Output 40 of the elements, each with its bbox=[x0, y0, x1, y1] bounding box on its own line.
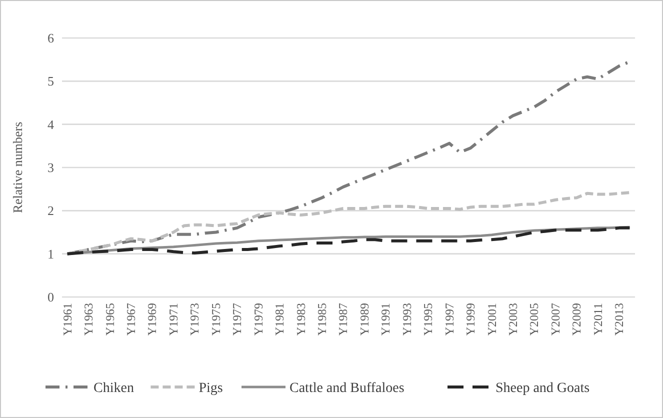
y-tick-label: 6 bbox=[48, 30, 54, 46]
y-tick-label: 2 bbox=[48, 203, 54, 218]
x-tick-label: Y1971 bbox=[166, 303, 180, 336]
legend-label: Chiken bbox=[94, 380, 134, 396]
x-tick-label: Y1969 bbox=[145, 303, 160, 336]
x-tick-label: Y1965 bbox=[102, 303, 117, 336]
x-tick-label: Y1977 bbox=[230, 303, 244, 336]
x-tick-label: Y1983 bbox=[294, 303, 308, 336]
x-tick-label: Y1989 bbox=[357, 303, 372, 336]
x-tick-label: Y2011 bbox=[590, 303, 605, 336]
legend-label: Pigs bbox=[198, 380, 223, 396]
line-series bbox=[66, 191, 632, 256]
x-tick-label: Y1961 bbox=[60, 303, 74, 336]
y-tick-label: 0 bbox=[48, 290, 54, 305]
legend-label: Sheep and Goats bbox=[496, 380, 590, 396]
x-tick-label: Y1963 bbox=[82, 303, 96, 336]
x-tick-label: Y2007 bbox=[548, 303, 562, 336]
x-tick-label: Y1979 bbox=[251, 303, 266, 336]
x-tick-label: Y1967 bbox=[124, 303, 138, 336]
x-tick-label: Y1991 bbox=[378, 303, 393, 336]
y-tick-label: 5 bbox=[48, 74, 54, 89]
x-tick-label: Y2013 bbox=[612, 303, 626, 336]
x-tick-label: Y1995 bbox=[421, 303, 436, 336]
legend-label: Cattle and Buffaloes bbox=[290, 380, 404, 396]
y-tick-label: 4 bbox=[48, 116, 54, 132]
x-tick-label: Y1993 bbox=[400, 303, 414, 336]
y-tick-label: 1 bbox=[48, 246, 54, 262]
x-tick-label: Y1975 bbox=[208, 303, 223, 336]
x-tick-label: Y2003 bbox=[506, 303, 520, 336]
x-tick-label: Y1985 bbox=[314, 303, 329, 336]
y-axis-title: Relative numbers bbox=[10, 122, 25, 214]
x-tick-label: Y1999 bbox=[464, 303, 478, 336]
x-tick-label: Y2001 bbox=[484, 303, 499, 336]
x-tick-label: Y2009 bbox=[570, 303, 584, 336]
x-tick-label: Y2005 bbox=[527, 303, 542, 336]
x-tick-label: Y1973 bbox=[188, 303, 202, 336]
y-tick-label: 3 bbox=[48, 160, 54, 176]
x-tick-label: Y1987 bbox=[336, 303, 350, 336]
x-tick-label: Y1981 bbox=[272, 303, 287, 336]
x-tick-label: Y1997 bbox=[442, 303, 456, 336]
